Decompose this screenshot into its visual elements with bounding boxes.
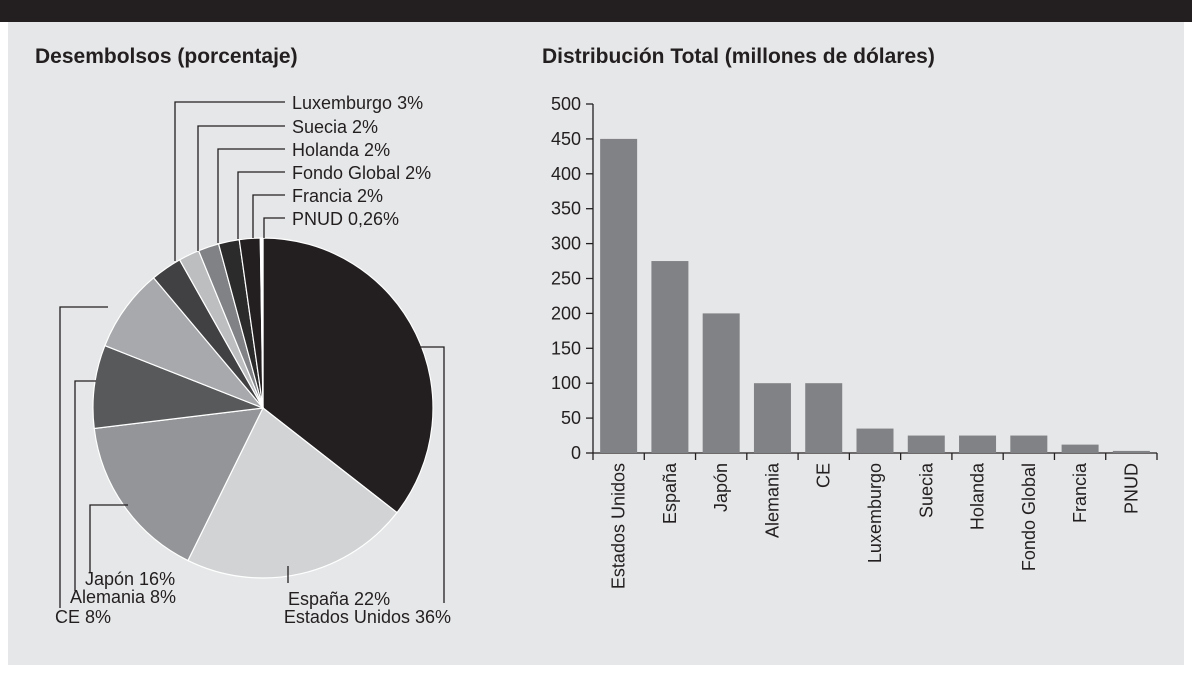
pie-leader-suecia bbox=[197, 125, 285, 251]
pie-label-holanda: Holanda 2% bbox=[292, 140, 390, 160]
pie-slice-estados-unidos bbox=[262, 237, 434, 514]
bar-y-tick-label-250: 250 bbox=[551, 269, 581, 289]
bar-x-label-estados-unidos: Estados Unidos bbox=[609, 463, 629, 589]
bar-x-label-fondo-global: Fondo Global bbox=[1019, 463, 1039, 571]
bar-y-tick-label-500: 500 bbox=[551, 94, 581, 114]
bar-x-label-alemania: Alemania bbox=[762, 462, 782, 538]
pie-label-suecia: Suecia 2% bbox=[292, 117, 378, 137]
bar-y-tick-label-50: 50 bbox=[561, 408, 581, 428]
bar-x-label-japon: Japón bbox=[711, 463, 731, 512]
pie-leader-japon bbox=[89, 504, 128, 572]
pie-leader-ce bbox=[59, 306, 108, 608]
bar-y-tick-label-150: 150 bbox=[551, 338, 581, 358]
bar-y-tick-label-0: 0 bbox=[571, 443, 581, 463]
pie-chart-title: Desembolsos (porcentaje) bbox=[35, 45, 298, 68]
bar-alemania bbox=[753, 383, 791, 453]
bar-y-tick-label-450: 450 bbox=[551, 129, 581, 149]
bar-y-tick-label-300: 300 bbox=[551, 234, 581, 254]
bar-francia bbox=[1061, 444, 1099, 453]
pie-label-francia: Francia 2% bbox=[292, 186, 383, 206]
bar-y-tick-label-200: 200 bbox=[551, 303, 581, 323]
bar-x-label-suecia: Suecia bbox=[916, 462, 936, 518]
pie-slice-espana bbox=[187, 407, 398, 579]
pie-leader-estados-unidos bbox=[420, 346, 445, 603]
bar-fondo-global bbox=[1010, 435, 1048, 453]
bar-ce bbox=[805, 383, 843, 453]
bar-japon bbox=[702, 313, 740, 453]
pie-leader-fondo-global bbox=[237, 171, 285, 239]
bar-y-tick-label-400: 400 bbox=[551, 164, 581, 184]
pie-leader-francia bbox=[252, 194, 285, 238]
pie-leader-luxemburgo bbox=[174, 101, 285, 261]
pie-label-ce: CE 8% bbox=[55, 607, 111, 627]
bar-x-label-luxemburgo: Luxemburgo bbox=[865, 463, 885, 563]
bar-y-tick-label-100: 100 bbox=[551, 373, 581, 393]
pie-label-estados-unidos: Estados Unidos 36% bbox=[284, 607, 451, 627]
bar-y-tick-label-350: 350 bbox=[551, 199, 581, 219]
bar-pnud bbox=[1112, 450, 1150, 453]
pie-slice-japon bbox=[93, 407, 265, 562]
bar-espana bbox=[651, 261, 689, 453]
top-band bbox=[0, 0, 1192, 22]
pie-label-luxemburgo: Luxemburgo 3% bbox=[292, 93, 423, 113]
bar-suecia bbox=[907, 435, 945, 453]
bar-luxemburgo bbox=[856, 428, 894, 453]
pie-slice-pnud bbox=[259, 237, 264, 409]
bar-x-label-espana: España bbox=[660, 462, 680, 524]
pie-labels: Estados Unidos 36%España 22% Japón 16%Ale… bbox=[55, 93, 451, 627]
pie-label-fondo-global: Fondo Global 2% bbox=[292, 163, 431, 183]
bar-holanda bbox=[959, 435, 997, 453]
bar-x-label-holanda: Holanda bbox=[968, 462, 988, 530]
bar-x-label-francia: Francia bbox=[1070, 462, 1090, 523]
bar-estados-unidos bbox=[600, 138, 638, 453]
pie-label-alemania: Alemania 8% bbox=[70, 587, 176, 607]
pie-leader-pnud bbox=[263, 217, 285, 238]
bar-chart: 0 50 100 150 200 250 300 350 400 450 500 Estados Un… bbox=[551, 94, 1158, 589]
bar-chart-title: Distribución Total (millones de dólares) bbox=[542, 45, 935, 68]
pie-leader-alemania bbox=[74, 380, 96, 591]
bar-x-label-pnud: PNUD bbox=[1121, 463, 1141, 514]
pie-leader-holanda bbox=[217, 148, 285, 243]
pie-label-pnud: PNUD 0,26% bbox=[292, 209, 399, 229]
pie-label-espana: España 22% bbox=[288, 589, 390, 609]
bar-x-label-ce: CE bbox=[814, 463, 834, 488]
pie-chart bbox=[92, 237, 434, 579]
pie-label-japon: Japón 16% bbox=[85, 569, 175, 589]
